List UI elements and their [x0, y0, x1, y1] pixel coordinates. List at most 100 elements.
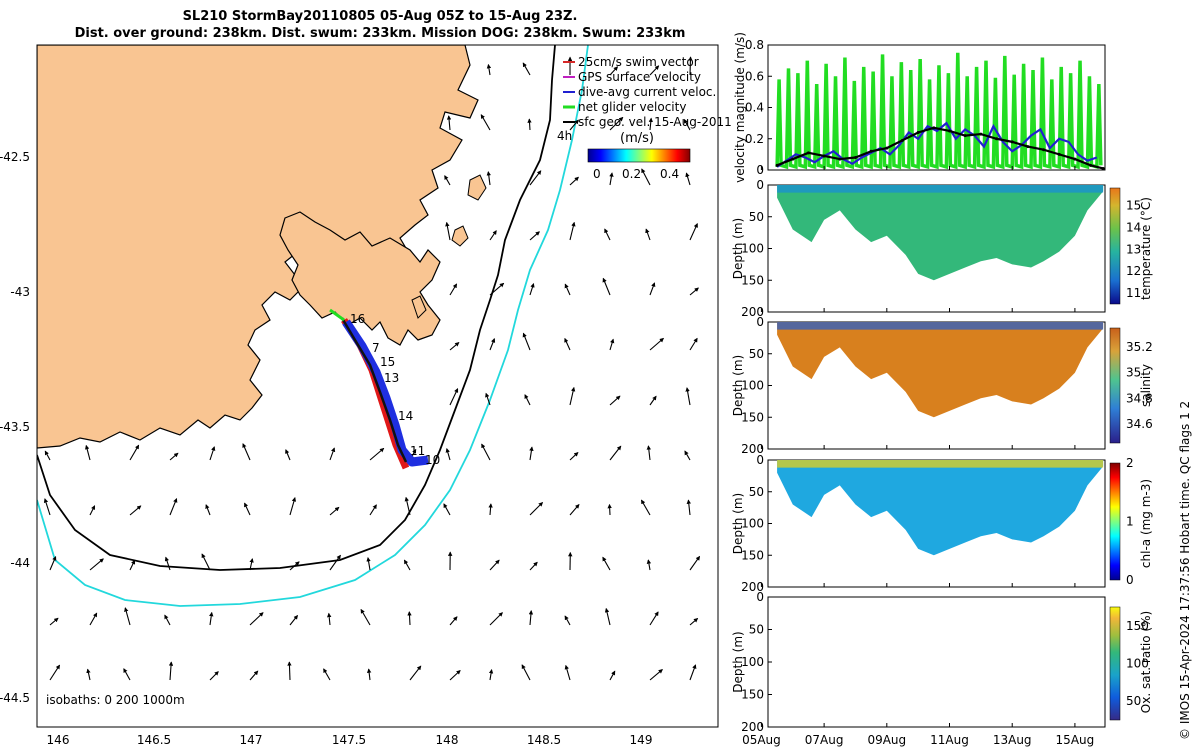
velocity-arrow	[685, 172, 691, 186]
velocity-arrow	[169, 498, 178, 516]
velocity-arrow	[649, 611, 659, 626]
y-tick-label: 150	[741, 410, 764, 424]
velocity-arrow	[641, 168, 651, 186]
velocity-arrow	[609, 66, 619, 76]
colorbar-tick-label: 100	[1126, 657, 1149, 671]
legend-label: sfc geo. vel. 15-Aug-2011	[578, 115, 732, 129]
land-mass	[37, 45, 479, 449]
velocity-arrow	[209, 611, 214, 626]
map-panel: 16 7 15 13 14 11 10 4h 25cm/s swim vecto…	[0, 44, 732, 747]
legend-label: GPS surface velocity	[578, 70, 701, 84]
velocity-arrow	[242, 443, 251, 461]
velocity-arrow	[249, 612, 264, 626]
velocity-point	[869, 149, 873, 153]
section-field	[777, 460, 1104, 556]
velocity-arrow	[529, 561, 538, 571]
map-frame	[36, 44, 719, 728]
y-tick-label: 100	[741, 517, 764, 531]
velocity-arrow	[689, 337, 698, 351]
legend-label: net glider velocity	[578, 100, 686, 114]
velocity-point	[1010, 140, 1014, 144]
island	[451, 225, 469, 247]
velocity-point	[963, 134, 967, 138]
velocity-arrow	[521, 664, 531, 681]
y-tick-label: 0	[756, 453, 764, 467]
velocity-arrow	[488, 669, 494, 681]
y-tick-label: 0.2	[745, 132, 764, 146]
velocity-arrow	[366, 668, 372, 681]
velocity-arrow	[489, 230, 497, 241]
colorbar-label: salinity	[1139, 364, 1153, 407]
velocity-point	[1073, 157, 1077, 161]
velocity-arrow	[445, 448, 451, 461]
colorbar-unit: (m/s)	[620, 131, 654, 146]
colorbar-tick-label: 34.6	[1126, 417, 1153, 431]
map-y-tick: -43.5	[0, 420, 30, 434]
velocity-arrow	[609, 445, 622, 461]
velocity-arrow	[529, 282, 535, 296]
velocity-arrow	[529, 446, 534, 461]
y-tick-label: 150	[741, 688, 764, 702]
velocity-point	[806, 151, 810, 155]
velocity-arrow	[564, 615, 571, 626]
colorbar-tick-label: 0	[1126, 573, 1134, 587]
depth-ylabel: Depth (m)	[731, 493, 745, 554]
velocity-arrow	[289, 561, 300, 571]
map-x-tick: 148	[436, 733, 459, 747]
map-x-tick: 148.5	[527, 733, 561, 747]
temperature-colorbar	[1109, 187, 1121, 305]
glider-track	[329, 308, 429, 470]
velocity-arrow	[529, 170, 542, 186]
glider-track-line	[340, 317, 408, 463]
velocity-arrow	[489, 338, 496, 351]
velocity-arrow	[685, 387, 691, 406]
y-tick-label: 50	[749, 347, 764, 361]
colorbar-tick-label: 14	[1126, 220, 1141, 234]
velocity-arrow	[89, 505, 96, 516]
velocity-arrow	[129, 505, 142, 516]
velocity-arrow	[244, 502, 251, 516]
map-y-tick: -44	[10, 556, 30, 570]
velocity-point	[838, 157, 842, 161]
velocity-arrow	[323, 668, 331, 681]
velocity-arrow	[124, 607, 131, 626]
y-tick-label: 0	[756, 590, 764, 604]
map-x-tick: 147	[240, 733, 263, 747]
velocity-arrow	[489, 282, 505, 296]
salinity-colorbar	[1109, 327, 1121, 444]
velocity-arrow	[569, 452, 579, 461]
velocity-point	[853, 156, 857, 159]
velocity-point	[948, 129, 952, 133]
y-tick-label: 200	[741, 720, 764, 734]
velocity-arrow	[486, 171, 491, 186]
velocity-arrow	[446, 115, 452, 131]
velocity-arrow	[169, 452, 179, 461]
colorbar-tick-label: 1	[1126, 515, 1134, 529]
velocity-arrow	[444, 175, 451, 186]
colorbar-tick: 0	[593, 167, 601, 181]
velocity-ylabel: velocity magnitude (m/s)	[733, 32, 747, 183]
depth-ylabel: Depth (m)	[731, 355, 745, 416]
track-label: 13	[384, 371, 399, 385]
velocity-point	[979, 132, 983, 136]
velocity-arrow	[407, 611, 412, 626]
colorbar-tick-label: 12	[1126, 264, 1141, 278]
velocity-arrow	[648, 117, 653, 131]
velocity-arrow	[640, 499, 651, 516]
isobath-200m	[37, 45, 556, 571]
y-tick-label: 200	[741, 580, 764, 594]
velocity-arrow	[168, 661, 174, 681]
velocity-arrow	[404, 496, 411, 516]
velocity-arrow	[329, 506, 340, 516]
velocity-arrow	[602, 277, 611, 296]
velocity-arrow	[449, 616, 458, 626]
colorbar-tick-label: 15	[1126, 199, 1141, 213]
section-surface-layer	[777, 460, 1104, 468]
velocity-arrow	[481, 443, 491, 461]
velocity-arrow	[445, 221, 451, 241]
velocity-arrow	[409, 665, 422, 681]
surface-velocity-arrows	[43, 56, 701, 681]
track-label: 16	[350, 312, 365, 326]
